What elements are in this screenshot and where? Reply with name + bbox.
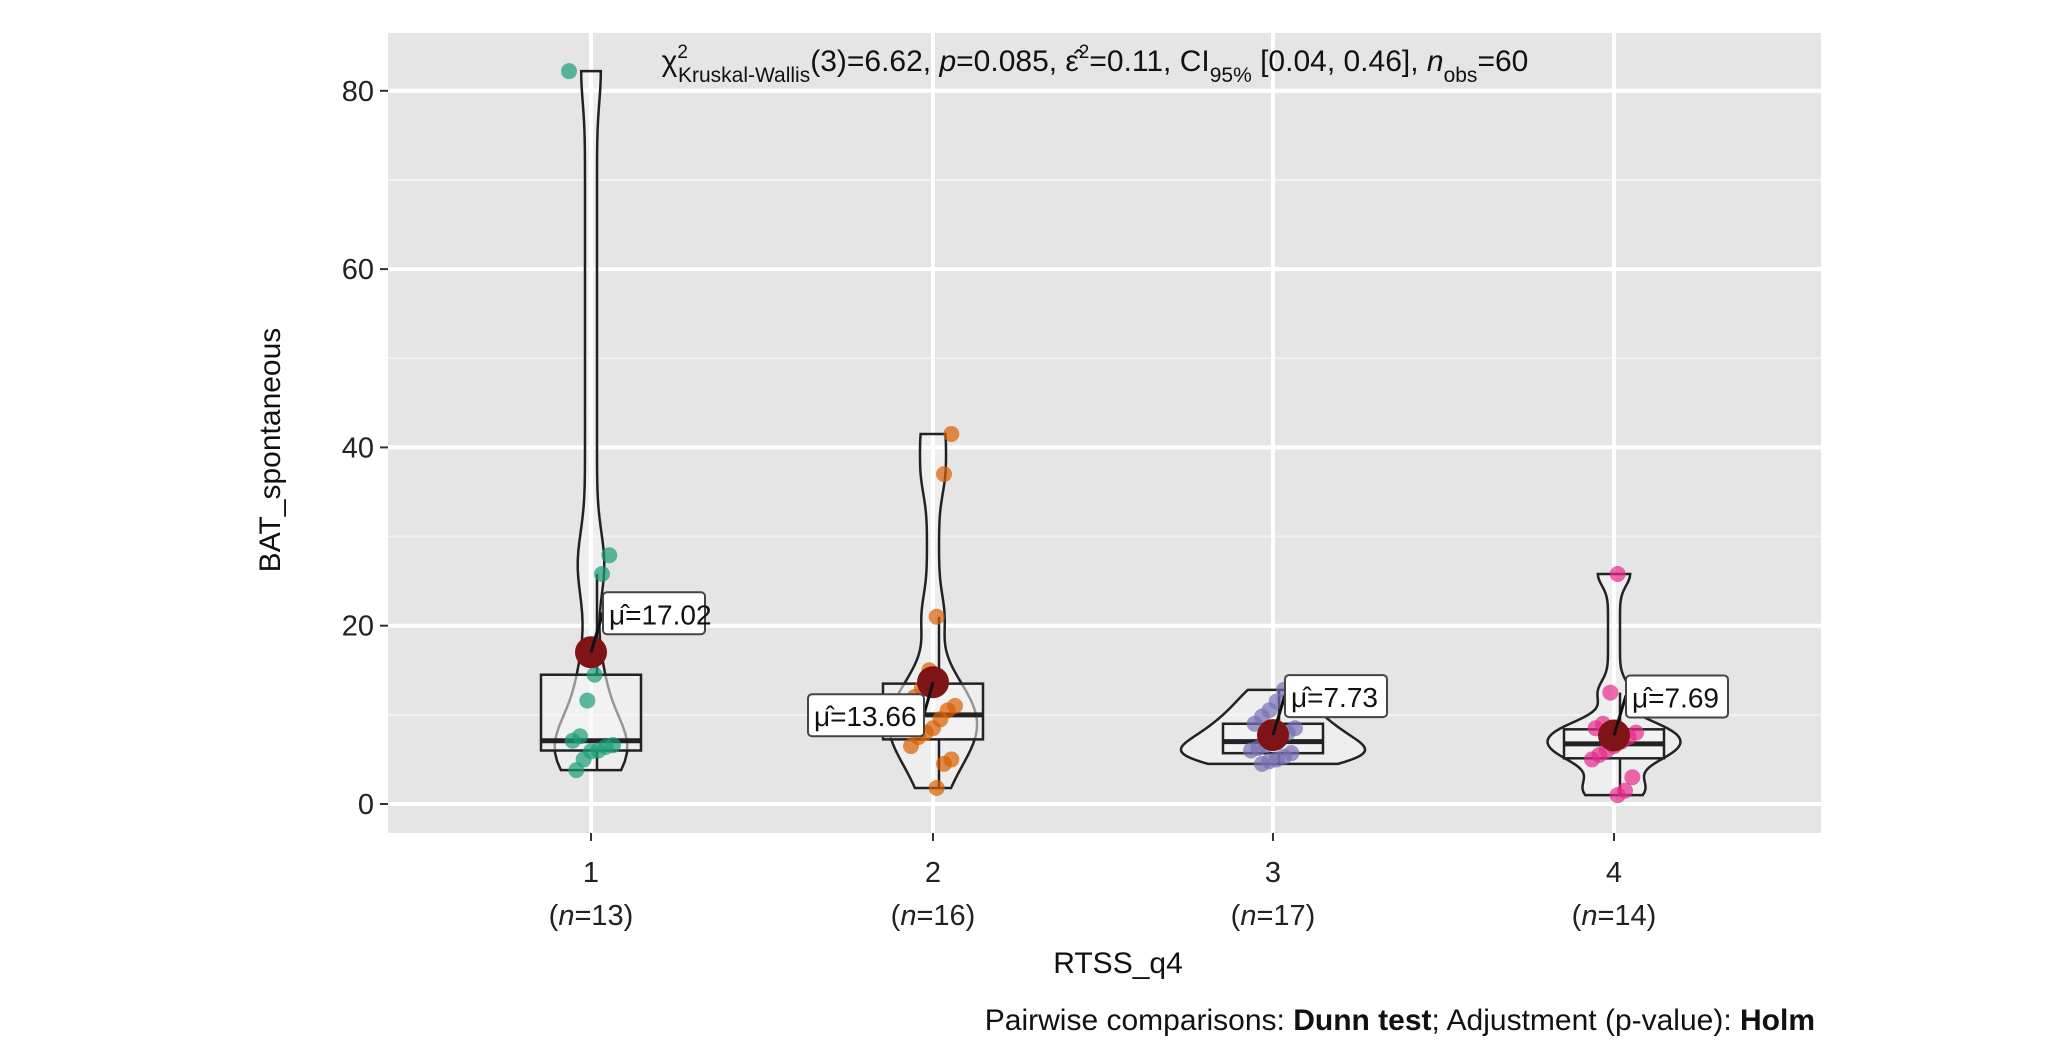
n-prefix: ( (549, 900, 559, 932)
x-tick-n-label: (n=16) (891, 900, 976, 932)
y-tick-label: 60 (342, 254, 374, 286)
mean-label: μ̂=13.66 (814, 701, 917, 732)
n-suffix: =13) (574, 900, 633, 932)
data-point (943, 426, 960, 443)
caption: Pairwise comparisons: Dunn test; Adjustm… (985, 1004, 1815, 1037)
n-prefix: ( (1231, 900, 1241, 932)
group-3: μ̂=7.73 (1179, 674, 1388, 772)
y-tick-label: 80 (342, 76, 374, 108)
mean-label-connector (1271, 694, 1287, 736)
n-prefix: ( (891, 900, 901, 932)
data-point (936, 755, 952, 772)
mean-label-box (602, 591, 706, 636)
data-point (1243, 742, 1259, 759)
x-axis: 1(n=13)2(n=16)3(n=17)4(n=14) (549, 833, 1657, 932)
n-suffix: =16) (916, 900, 975, 932)
data-point (1609, 565, 1626, 582)
data-point (928, 608, 945, 625)
n-suffix: =17) (1256, 900, 1315, 932)
data-point (568, 762, 585, 779)
data-point (1254, 755, 1270, 772)
mean-label-connector (922, 681, 935, 715)
group-2: μ̂=13.66 (807, 426, 985, 796)
mean-label: μ̂=7.73 (1291, 682, 1378, 713)
chart-subtitle: χ2 Kruskal-Wallis(3)=6.62, p=0.085, ε̂2=0… (662, 42, 1529, 87)
mean-label-connector (1612, 695, 1628, 736)
x-tick-label: 4 (1606, 857, 1622, 889)
data-point (579, 692, 596, 709)
x-tick-label: 3 (1265, 857, 1281, 889)
data-point (1602, 684, 1619, 701)
group-1: μ̂=17.02 (539, 63, 712, 779)
mean-label-connector (589, 611, 605, 653)
n-italic: n (1240, 900, 1256, 932)
data-point (594, 565, 610, 582)
mean-label-box (1625, 674, 1729, 719)
y-axis-title: BAT_spontaneous (254, 328, 287, 573)
group-4: μ̂=7.69 (1546, 565, 1729, 804)
mean-label: μ̂=7.69 (1632, 682, 1719, 713)
x-tick-n-label: (n=14) (1572, 900, 1657, 932)
n-italic: n (558, 900, 574, 932)
data-point (1246, 715, 1263, 732)
y-tick-label: 40 (342, 432, 374, 464)
mean-label-box (1284, 674, 1388, 719)
y-tick-label: 20 (342, 611, 374, 643)
n-prefix: ( (1572, 900, 1582, 932)
mean-label: μ̂=17.02 (609, 599, 712, 630)
data-point (936, 466, 952, 483)
x-tick-label: 1 (583, 857, 599, 889)
data-point (903, 738, 919, 755)
data-point (1584, 751, 1600, 768)
data-point (1609, 787, 1626, 804)
data-point (561, 63, 577, 80)
violin (553, 69, 629, 772)
x-tick-label: 2 (925, 857, 941, 889)
x-tick-n-label: (n=17) (1231, 900, 1316, 932)
data-point (1624, 769, 1641, 786)
groups: μ̂=17.02 μ̂=13.66 μ̂=7.73 μ̂=7.69 (539, 63, 1729, 804)
data-point (928, 779, 945, 796)
x-tick-n-label: (n=13) (549, 900, 634, 932)
box (539, 673, 643, 752)
n-suffix: =14) (1597, 900, 1656, 932)
data-point (586, 666, 603, 683)
data-point (564, 732, 581, 749)
data-point (601, 547, 618, 564)
n-italic: n (900, 900, 916, 932)
x-axis-title: RTSS_q4 (1053, 947, 1183, 980)
n-italic: n (1581, 900, 1597, 932)
y-axis: 0 20 40 60 80 (342, 76, 388, 821)
mean-label-box (807, 693, 925, 738)
y-tick-label: 0 (358, 789, 374, 821)
